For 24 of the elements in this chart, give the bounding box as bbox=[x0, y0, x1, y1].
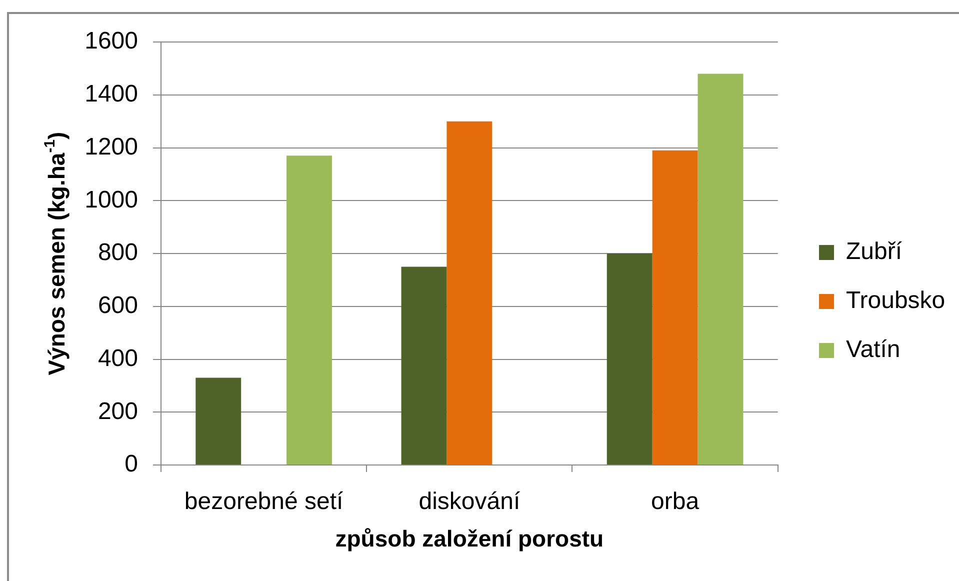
x-tick-label: orba bbox=[651, 488, 700, 516]
y-tick-label: 200 bbox=[98, 398, 138, 425]
bar bbox=[286, 156, 332, 464]
y-tick-label: 0 bbox=[124, 450, 138, 478]
y-tick-label: 800 bbox=[98, 239, 138, 266]
y-tick-label: 400 bbox=[98, 344, 138, 372]
bar bbox=[652, 150, 698, 464]
bar bbox=[698, 74, 744, 464]
y-tick-label: 1000 bbox=[84, 186, 138, 214]
legend-label: Troubsko bbox=[846, 287, 946, 314]
x-tick-label: diskování bbox=[418, 488, 520, 516]
y-tick-label: 1200 bbox=[84, 133, 138, 160]
y-tick-label: 600 bbox=[98, 292, 138, 319]
x-axis-title: způsob založení porostu bbox=[335, 526, 604, 552]
y-tick-label: 1400 bbox=[84, 80, 138, 108]
x-tick-label: bezorebné setí bbox=[184, 488, 344, 516]
y-tick-label: 1600 bbox=[84, 28, 138, 55]
bar bbox=[446, 121, 492, 464]
legend-label: Vatín bbox=[846, 336, 900, 364]
bar bbox=[196, 378, 242, 464]
legend-label: Zubří bbox=[846, 238, 902, 266]
bar bbox=[606, 254, 652, 464]
bar bbox=[401, 266, 447, 464]
y-axis-title: Výnos semen (kg.ha-1) bbox=[42, 132, 70, 376]
